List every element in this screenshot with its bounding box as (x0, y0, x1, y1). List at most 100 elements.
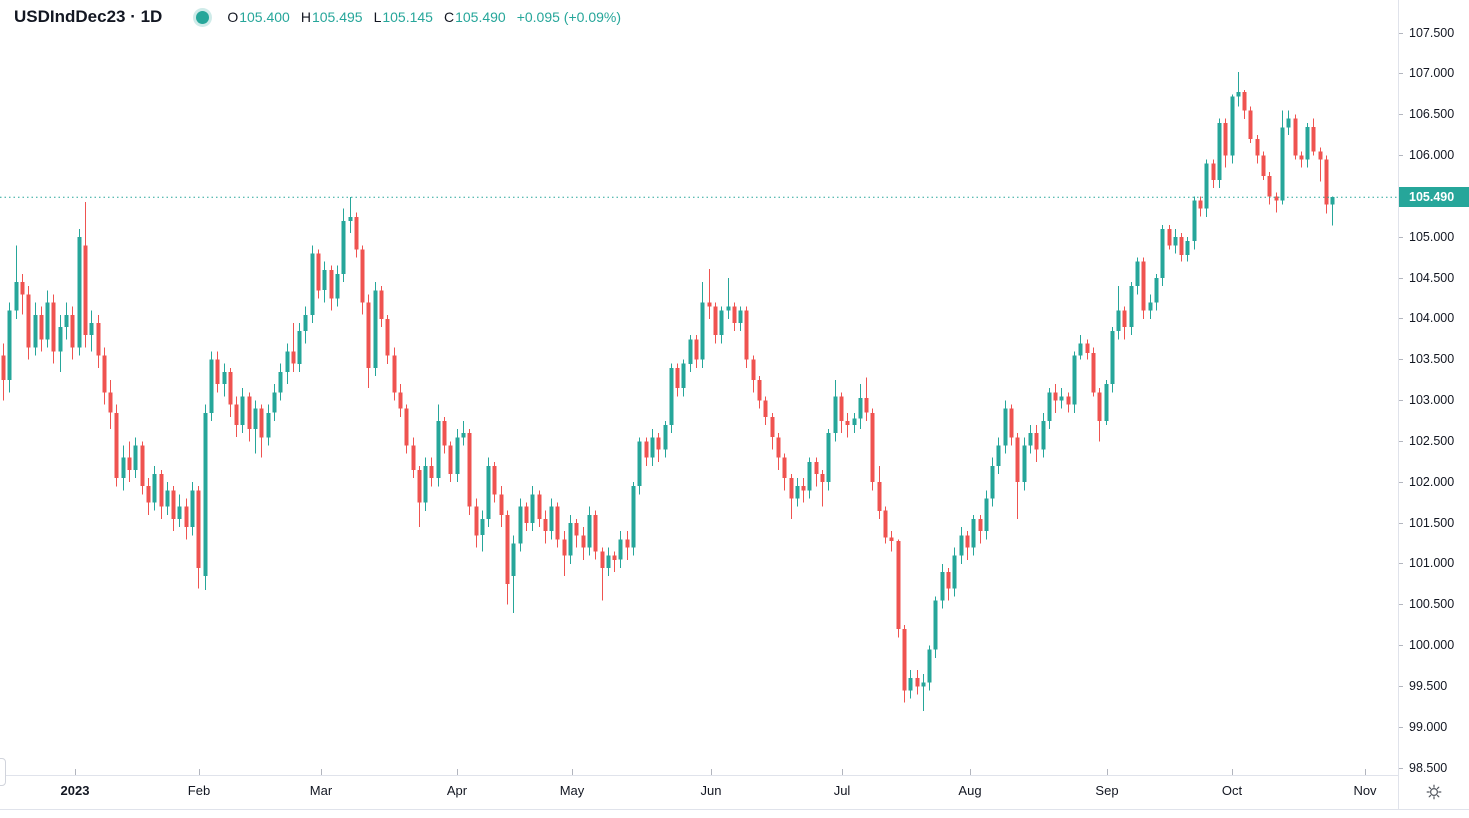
candle (713, 302, 718, 344)
candle (511, 535, 516, 613)
candle-body (1160, 229, 1165, 278)
candle-body (278, 371, 283, 393)
candle (127, 441, 132, 483)
candle-body (1015, 437, 1020, 483)
candle (738, 306, 743, 332)
time-axis[interactable]: 2023 Feb Mar Apr May Jun Jul Aug Sep Oct Nov (0, 775, 1398, 809)
candle-body (209, 359, 214, 413)
candle-body (839, 396, 844, 421)
candle (209, 351, 214, 421)
candle-body (247, 396, 252, 430)
candle-body (1223, 122, 1228, 156)
candle-body (480, 518, 485, 536)
candle (940, 563, 945, 609)
candle-body (7, 310, 12, 381)
ohlc-close-value: 105.490 (455, 9, 506, 25)
candle (121, 445, 126, 491)
candle-body (1135, 261, 1140, 287)
candle-body (612, 555, 617, 560)
ohlc-high-label: H (300, 9, 311, 25)
candle-body (177, 506, 182, 519)
candle-body (568, 523, 573, 556)
candle (625, 531, 630, 560)
candle (234, 396, 239, 438)
candle-body (1, 355, 6, 381)
candle (770, 412, 775, 450)
candle-body (940, 572, 945, 601)
time-tick (842, 769, 843, 775)
pane-resize-handle[interactable] (0, 758, 6, 786)
candle-body (562, 539, 567, 556)
symbol-title[interactable]: USDIndDec23 · 1D (14, 7, 163, 26)
time-tick (1107, 769, 1108, 775)
candle (505, 510, 510, 605)
candle (543, 510, 548, 544)
price-axis-label: 106.000 (1409, 148, 1455, 162)
candle (1261, 151, 1266, 180)
candle (1204, 159, 1209, 217)
candle (990, 457, 995, 507)
price-tick (1399, 685, 1403, 687)
candle (1248, 106, 1253, 144)
candle-body (455, 437, 460, 475)
candle (1141, 257, 1146, 319)
ohlc-low-value: 105.145 (382, 9, 433, 25)
candle-body (26, 294, 31, 348)
candle (240, 388, 245, 434)
candle (581, 527, 586, 560)
ohlc-open: O105.400 (227, 9, 290, 25)
candle-body (1116, 310, 1121, 332)
price-axis-label: 100.500 (1409, 597, 1455, 612)
candle-body (1028, 433, 1033, 446)
candle-wick (1276, 192, 1277, 213)
candle-body (89, 322, 94, 336)
time-tick (711, 769, 712, 775)
candle-body (1236, 91, 1241, 97)
candle (1022, 437, 1027, 491)
candle (978, 514, 983, 544)
candle (952, 547, 957, 597)
candle-body (467, 433, 472, 507)
candle-body (1286, 118, 1291, 128)
candle-body (1009, 408, 1014, 438)
candle (1217, 118, 1222, 189)
candle (826, 429, 831, 491)
candle-body (593, 514, 598, 552)
candle-body (291, 351, 296, 364)
candle-body (537, 494, 542, 519)
candlestick-chart[interactable] (0, 0, 1398, 775)
candle (455, 429, 460, 483)
candle (51, 294, 56, 364)
candle-wick (293, 322, 294, 372)
candle-body (1078, 343, 1083, 356)
candle-wick (709, 269, 710, 319)
candle (329, 265, 334, 311)
candle-body (807, 461, 812, 491)
chart-pane[interactable] (0, 0, 1398, 775)
candle (675, 363, 680, 397)
candle (417, 465, 422, 528)
candle-body (511, 543, 516, 577)
price-tick (1399, 440, 1403, 442)
candle (1041, 412, 1046, 458)
candle (203, 404, 208, 590)
candle-body (1255, 139, 1260, 156)
candle (348, 197, 353, 234)
price-axis[interactable]: 105.490 107.500 107.000 106.500 106.000 105.… (1398, 0, 1469, 809)
candle-body (253, 408, 258, 430)
candle-body (127, 457, 132, 470)
candle (1192, 196, 1197, 250)
candle-body (203, 412, 208, 577)
candle (1330, 196, 1335, 226)
candle-body (316, 253, 321, 291)
price-axis-label: 104.500 (1409, 270, 1455, 285)
candle (707, 269, 712, 319)
candle (222, 363, 227, 397)
candle (845, 412, 850, 438)
candle (1059, 388, 1064, 409)
candle (89, 310, 94, 352)
candle-wick (923, 674, 924, 711)
candle-wick (728, 278, 729, 319)
axis-settings-button[interactable] (1398, 775, 1469, 809)
candle (366, 294, 371, 389)
